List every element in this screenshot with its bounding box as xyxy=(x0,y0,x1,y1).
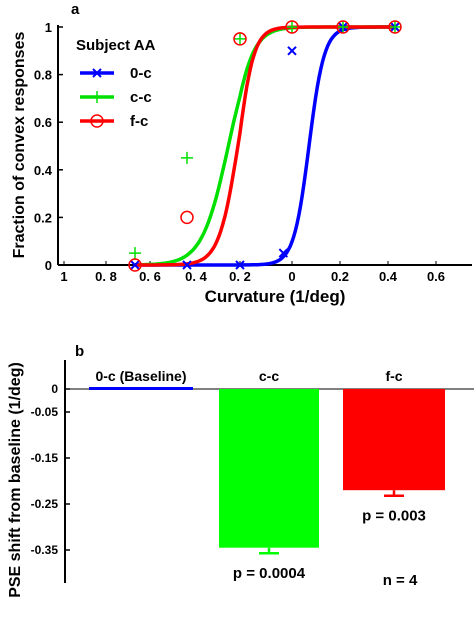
sample-size-note: n = 4 xyxy=(383,572,418,589)
legend-marker-0-c xyxy=(92,68,102,78)
panel-b-label: b xyxy=(75,343,84,360)
bar-c-c xyxy=(219,389,319,548)
x-tick-label: 0.4 xyxy=(379,269,398,284)
y-tick-label: 0.8 xyxy=(34,68,52,83)
legend-marker-f-c xyxy=(90,114,104,128)
legend: Subject AA 0-c c-c f-c xyxy=(76,37,156,130)
y-tick-label: 0.4 xyxy=(34,163,53,178)
y-tick-label: -0.05 xyxy=(31,405,59,419)
panel-a: a Fraction of convex responses Curvature… xyxy=(11,1,472,306)
data-point-f-c xyxy=(128,258,142,272)
data-point-c-c xyxy=(389,21,401,33)
data-point-0-c xyxy=(130,260,140,270)
data-point-c-c xyxy=(234,32,246,45)
x-tick-label: 0.2 xyxy=(331,269,349,284)
curve-c-c xyxy=(135,25,395,267)
data-point-0-c xyxy=(287,46,297,56)
y-tick-label: 0.6 xyxy=(34,115,52,130)
panel-a-y-label: Fraction of convex responses xyxy=(11,32,28,259)
y-tick-label: 0 xyxy=(51,382,58,396)
y-tick-label: -0.15 xyxy=(31,451,59,465)
x-tick-label: 0. 8 xyxy=(95,269,117,284)
data-point-0-c xyxy=(182,260,192,270)
panel-b-y-label: PSE shift from baseline (1/deg) xyxy=(7,362,24,598)
curve-0-c xyxy=(135,25,395,267)
data-point-f-c xyxy=(285,20,299,34)
category-label: c-c xyxy=(259,368,279,384)
x-tick-label: 0. 4 xyxy=(185,269,207,284)
category-label: 0-c (Baseline) xyxy=(95,368,186,384)
data-point-0-c xyxy=(278,248,289,258)
legend-label-c-c: c-c xyxy=(130,89,152,106)
data-point-c-c xyxy=(129,247,141,260)
data-point-c-c xyxy=(286,21,298,33)
data-point-f-c xyxy=(336,20,350,34)
data-point-f-c xyxy=(233,32,247,46)
x-tick-label: 0.6 xyxy=(427,269,445,284)
panel-a-x-label: Curvature (1/deg) xyxy=(205,287,346,306)
legend-title: Subject AA xyxy=(76,37,156,54)
data-point-f-c xyxy=(180,210,194,225)
p-value-label: p = 0.0004 xyxy=(233,565,306,582)
data-point-0-c xyxy=(235,260,245,270)
bar-0-c (Baseline) xyxy=(89,387,193,390)
data-point-c-c xyxy=(181,151,193,164)
panel-b: b PSE shift from baseline (1/deg) 0 -0.05… xyxy=(7,343,474,598)
legend-label-f-c: f-c xyxy=(130,113,148,130)
category-label: f-c xyxy=(385,368,402,384)
x-tick-label: 0. 2 xyxy=(229,269,251,284)
curve-f-c xyxy=(135,25,395,267)
x-tick-label: 0. 6 xyxy=(139,269,161,284)
bar-f-c xyxy=(343,389,445,491)
y-tick-label: 1 xyxy=(45,20,52,35)
x-tick-label: 0 xyxy=(288,269,295,284)
y-tick-label: 0 xyxy=(45,258,52,273)
y-tick-label: 0.2 xyxy=(34,210,52,225)
data-point-c-c xyxy=(337,21,349,33)
legend-label-0-c: 0-c xyxy=(130,65,152,82)
panel-a-label: a xyxy=(71,1,80,18)
y-tick-label: -0.25 xyxy=(31,497,59,511)
p-value-label: p = 0.003 xyxy=(362,508,426,525)
legend-marker-c-c xyxy=(91,91,103,103)
x-tick-label: 1 xyxy=(60,269,67,284)
data-point-f-c xyxy=(388,20,402,34)
y-tick-label: -0.35 xyxy=(31,543,59,557)
